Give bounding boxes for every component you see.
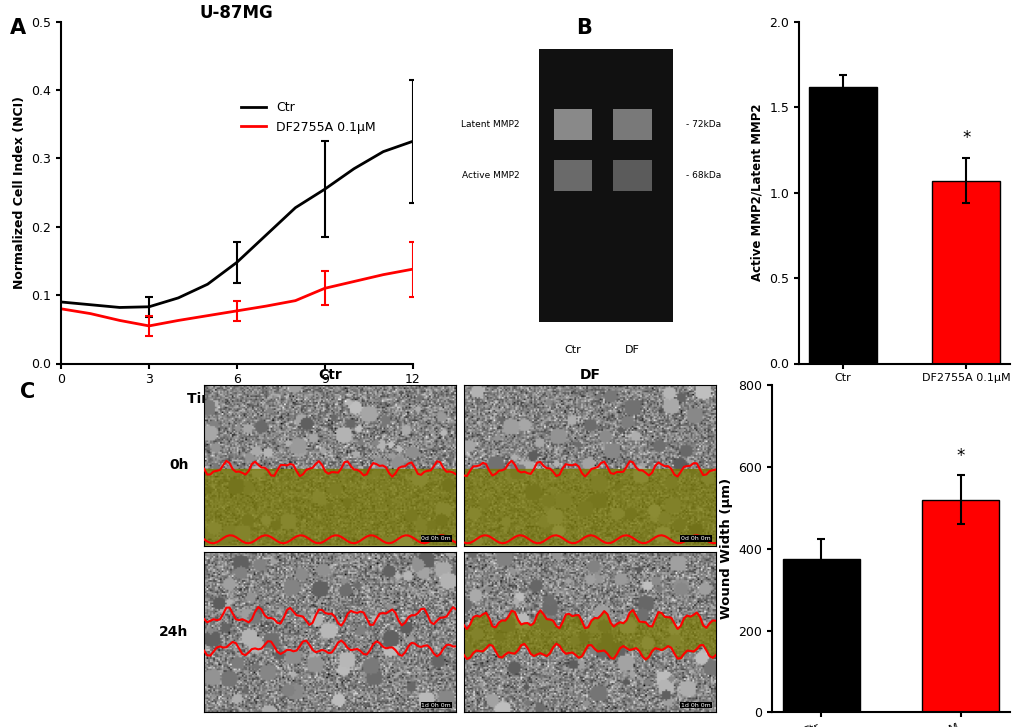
Text: *: * bbox=[956, 447, 964, 465]
Text: - 68kDa: - 68kDa bbox=[686, 171, 720, 180]
Text: Ctr: Ctr bbox=[318, 368, 341, 382]
Bar bbox=[808, 87, 875, 364]
Text: Latent MMP2: Latent MMP2 bbox=[461, 120, 519, 129]
Bar bbox=[553, 160, 592, 191]
Text: Ctr: Ctr bbox=[564, 345, 581, 355]
Text: DF: DF bbox=[625, 345, 640, 355]
Text: *: * bbox=[961, 129, 969, 147]
Text: - 72kDa: - 72kDa bbox=[686, 120, 720, 129]
Bar bbox=[783, 559, 859, 712]
Y-axis label: Active MMP2/Latent MMP2: Active MMP2/Latent MMP2 bbox=[750, 104, 763, 281]
X-axis label: Time (hours): Time (hours) bbox=[186, 392, 286, 406]
Text: 0d 0h 0m: 0d 0h 0m bbox=[421, 536, 450, 541]
Y-axis label: Normalized Cell Index (NCI): Normalized Cell Index (NCI) bbox=[13, 96, 25, 289]
Text: 1d 0h 0m: 1d 0h 0m bbox=[421, 703, 450, 707]
Text: 24h: 24h bbox=[159, 625, 189, 639]
Bar bbox=[921, 500, 998, 712]
Text: A: A bbox=[10, 18, 26, 39]
Text: 0d 0h 0m: 0d 0h 0m bbox=[681, 536, 710, 541]
Title: U-87MG: U-87MG bbox=[200, 4, 273, 22]
Bar bbox=[612, 160, 651, 191]
Legend: Ctr, DF2755A 0.1μM: Ctr, DF2755A 0.1μM bbox=[235, 97, 380, 139]
Text: DF: DF bbox=[579, 368, 600, 382]
Bar bbox=[553, 109, 592, 140]
Text: 0h: 0h bbox=[169, 459, 189, 473]
Y-axis label: Wound Width (μm): Wound Width (μm) bbox=[719, 478, 732, 619]
Text: C: C bbox=[20, 382, 36, 402]
Text: B: B bbox=[576, 18, 592, 39]
Bar bbox=[612, 109, 651, 140]
Bar bbox=[931, 181, 1000, 364]
Text: 1d 0h 0m: 1d 0h 0m bbox=[681, 703, 710, 707]
Bar bbox=[538, 49, 673, 323]
Text: Active MMP2: Active MMP2 bbox=[461, 171, 519, 180]
